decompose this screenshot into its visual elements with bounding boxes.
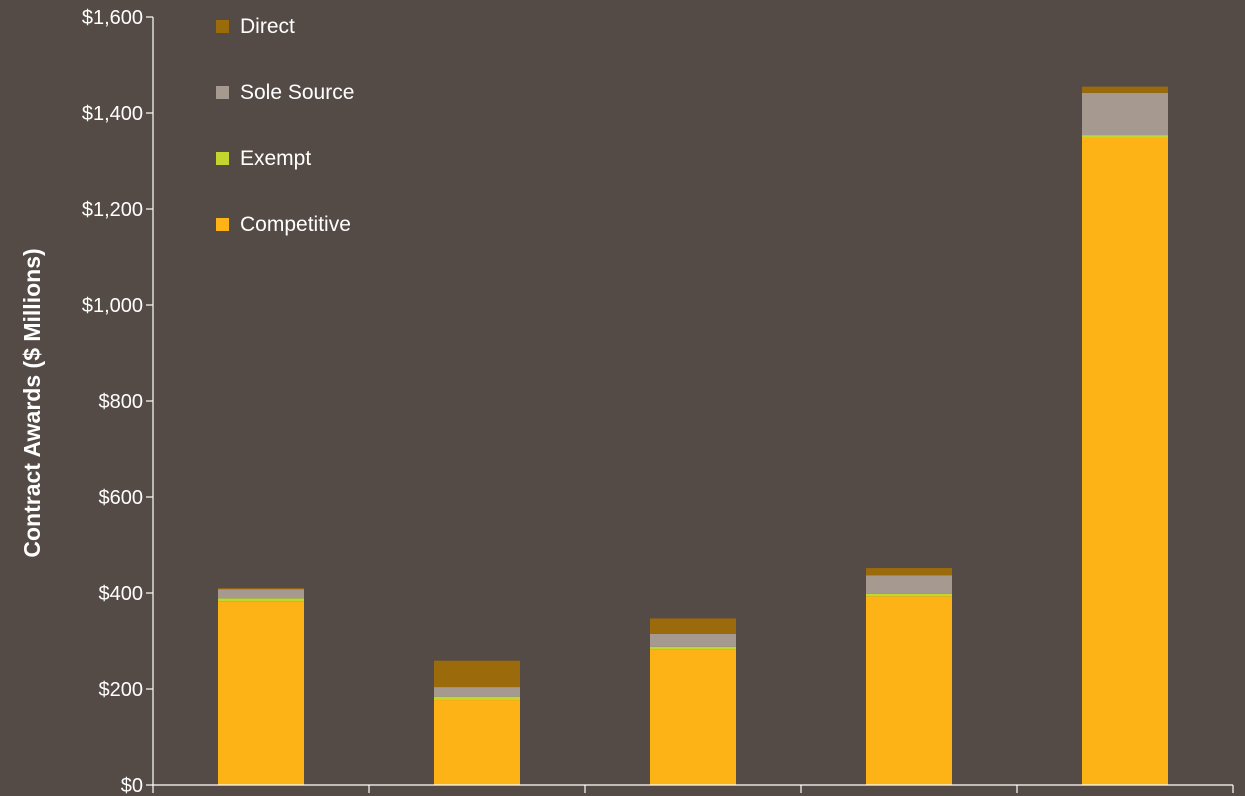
bar-competitive-1 <box>218 601 304 785</box>
bar-sole-source-1 <box>218 589 304 599</box>
legend-swatch-direct <box>216 20 229 33</box>
bar-direct-5 <box>1082 86 1168 93</box>
bar-direct-1 <box>218 588 304 590</box>
y-tick-label: $1,600 <box>82 7 143 29</box>
bar-competitive-4 <box>866 596 952 785</box>
y-tick-label: $400 <box>99 583 144 605</box>
legend-label-competitive: Competitive <box>240 213 351 236</box>
bar-competitive-3 <box>650 649 736 785</box>
bar-sole-source-2 <box>434 687 520 697</box>
bar-exempt-4 <box>866 593 952 597</box>
legend-swatch-exempt <box>216 152 229 165</box>
y-tick-label: $1,400 <box>82 103 143 125</box>
bar-direct-3 <box>650 618 736 634</box>
y-tick-label: $0 <box>121 775 143 796</box>
y-tick-label: $200 <box>99 679 144 701</box>
legend-swatch-sole-source <box>216 86 229 99</box>
y-axis-title: Contract Awards ($ Millions) <box>19 248 45 557</box>
y-tick-label: $600 <box>99 487 144 509</box>
bar-exempt-5 <box>1082 135 1168 138</box>
bar-exempt-2 <box>434 696 520 701</box>
bars-layer <box>218 86 1168 785</box>
bar-sole-source-5 <box>1082 92 1168 136</box>
legend-label-sole-source: Sole Source <box>240 81 354 104</box>
bar-exempt-3 <box>650 646 736 650</box>
bar-exempt-1 <box>218 598 304 602</box>
bar-sole-source-4 <box>866 575 952 594</box>
axes-layer: $0 $200 $400 $600 $800 $1,000 $1,200 $1,400 $1,6… <box>82 7 1234 796</box>
y-tick-label: $1,200 <box>82 199 143 221</box>
legend: Direct Sole Source Exempt Competitive <box>216 15 354 236</box>
y-tick-label: $1,000 <box>82 295 143 317</box>
bar-competitive-5 <box>1082 137 1168 785</box>
y-tick-label: $800 <box>99 391 144 413</box>
legend-label-exempt: Exempt <box>240 147 311 170</box>
bar-competitive-2 <box>434 700 520 785</box>
bar-sole-source-3 <box>650 633 736 647</box>
legend-swatch-competitive <box>216 218 229 231</box>
bar-direct-4 <box>866 568 952 576</box>
bar-direct-2 <box>434 660 520 688</box>
legend-label-direct: Direct <box>240 15 295 38</box>
